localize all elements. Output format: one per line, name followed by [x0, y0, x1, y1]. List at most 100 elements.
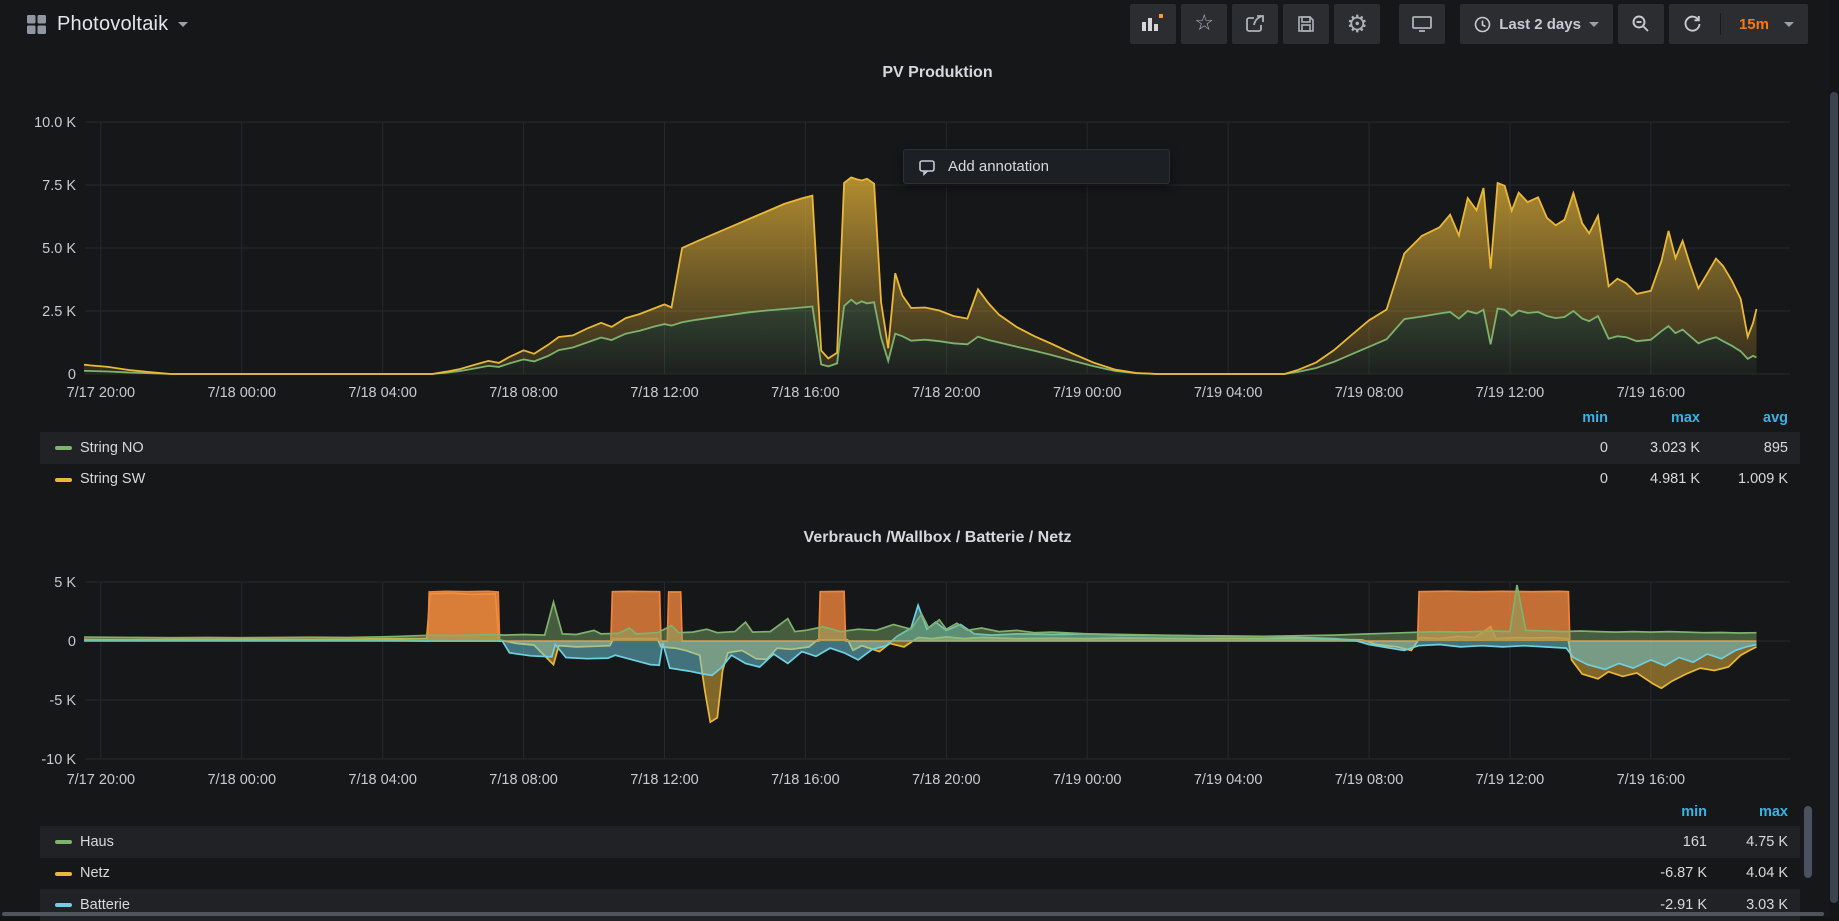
navbar-left: Photovoltaik	[0, 12, 189, 36]
area-string-sw	[84, 177, 1757, 374]
legend-value-max: 4.04 K	[1746, 865, 1788, 882]
series-color-marker[interactable]	[55, 477, 72, 482]
legend-col-max[interactable]: max	[1670, 410, 1700, 426]
zoom-out-button[interactable]	[1617, 4, 1664, 44]
navbar: Photovoltaik ☆	[0, 0, 1839, 48]
series-label[interactable]: Batterie	[80, 896, 130, 913]
add-annotation-menu-item[interactable]: Add annotation	[903, 149, 1170, 184]
legend-value-min: 0	[1599, 471, 1608, 488]
y-tick-label: 2.5 K	[42, 304, 76, 320]
time-range-picker[interactable]: Last 2 days	[1460, 4, 1613, 44]
legend-value-max: 4.981 K	[1650, 471, 1700, 488]
comment-bubble-icon	[919, 159, 935, 176]
x-tick-label: 7/18 00:00	[207, 772, 276, 788]
line-wallbox	[84, 590, 1757, 642]
add-panel-button[interactable]	[1130, 4, 1177, 44]
x-tick-label: 7/18 20:00	[912, 385, 981, 401]
line-haus	[84, 584, 1757, 639]
dashboard-title[interactable]: Photovoltaik	[57, 12, 169, 35]
dashboard-title-caret-icon[interactable]	[178, 21, 189, 27]
monitor-icon	[1412, 16, 1433, 32]
series-label[interactable]: Netz	[80, 865, 110, 882]
x-tick-label: 7/19 16:00	[1617, 772, 1686, 788]
x-tick-label: 7/18 04:00	[348, 385, 417, 401]
panel-title-verbrauch[interactable]: Verbrauch /Wallbox / Batterie / Netz	[803, 529, 1072, 546]
legend-value-min: 0	[1599, 439, 1608, 456]
legend-col-min[interactable]: min	[1582, 410, 1608, 426]
legend-value-avg: 895	[1763, 439, 1788, 456]
x-tick-label: 7/19 08:00	[1335, 772, 1404, 788]
series-color-marker[interactable]	[55, 871, 72, 876]
star-icon: ☆	[1194, 11, 1215, 36]
legend-value-max: 3.023 K	[1650, 439, 1700, 456]
x-tick-label: 7/19 00:00	[1053, 385, 1122, 401]
share-button[interactable]	[1232, 4, 1279, 44]
legend-row-netz: Netz -6.87 K 4.04 K	[40, 858, 1800, 890]
x-tick-label: 7/18 00:00	[207, 385, 276, 401]
x-tick-label: 7/18 08:00	[489, 385, 558, 401]
y-tick-label: 7.5 K	[42, 178, 76, 194]
pv-produktion-legend: min max avg String NO 0 3.023 K 895 String SW 0 4…	[40, 405, 1800, 495]
legend-value-min: 161	[1682, 833, 1707, 850]
x-tick-label: 7/18 08:00	[489, 772, 558, 788]
x-tick-label: 7/18 16:00	[771, 385, 840, 401]
time-range-label: Last 2 days	[1499, 15, 1581, 33]
legend-header: min max avg	[40, 405, 1800, 432]
refresh-interval-label[interactable]: 15m	[1738, 15, 1769, 33]
clock-icon	[1474, 16, 1491, 32]
series-label[interactable]: Haus	[80, 833, 114, 850]
dashboard-grid-icon	[27, 14, 46, 34]
series-color-marker[interactable]	[55, 446, 72, 450]
y-tick-label: 5 K	[54, 575, 76, 591]
x-tick-label: 7/18 16:00	[771, 772, 840, 788]
legend-value-avg: 1.009 K	[1738, 471, 1788, 488]
series-areas	[84, 176, 1758, 375]
star-button[interactable]: ☆	[1181, 4, 1228, 44]
save-button[interactable]	[1283, 4, 1330, 44]
panel-title-pv-produktion[interactable]: PV Produktion	[882, 64, 993, 81]
series-label[interactable]: String SW	[80, 471, 146, 488]
legend-scrollbar-thumb[interactable]	[1804, 806, 1812, 878]
series-label[interactable]: String NO	[80, 439, 144, 456]
line-string-sw	[84, 176, 1758, 375]
legend-col-min[interactable]: min	[1681, 804, 1707, 820]
tv-mode-button[interactable]	[1399, 4, 1446, 44]
line-string-no	[84, 298, 1757, 375]
legend-row-haus: Haus 161 4.75 K	[40, 826, 1800, 858]
refresh-interval-caret-icon	[1784, 21, 1794, 27]
x-tick-label: 7/19 04:00	[1194, 385, 1263, 401]
series-color-marker[interactable]	[55, 840, 72, 844]
x-tick-label: 7/17 20:00	[67, 772, 136, 788]
x-tick-label: 7/19 08:00	[1335, 385, 1404, 401]
horizontal-scrollbar-thumb[interactable]	[2, 912, 1824, 916]
x-tick-label: 7/19 16:00	[1617, 385, 1686, 401]
zoom-out-icon	[1632, 15, 1649, 32]
x-tick-label: 7/18 20:00	[912, 772, 981, 788]
y-tick-label: 0	[68, 367, 76, 383]
series-color-marker[interactable]	[55, 903, 72, 907]
refresh-icon	[1684, 15, 1701, 32]
page-scrollbar-thumb[interactable]	[1830, 92, 1838, 903]
y-tick-label: -5 K	[49, 693, 76, 709]
x-tick-label: 7/19 04:00	[1194, 772, 1263, 788]
x-tick-label: 7/18 12:00	[630, 772, 699, 788]
settings-button[interactable]: ⚙	[1334, 4, 1381, 44]
refresh-control[interactable]: 15m	[1668, 4, 1808, 44]
y-tick-label: 5.0 K	[42, 241, 76, 257]
legend-col-max[interactable]: max	[1758, 804, 1788, 820]
gear-icon: ⚙	[1346, 10, 1368, 38]
area-batterie	[84, 605, 1757, 676]
series-areas	[84, 584, 1757, 724]
legend-value-max: 3.03 K	[1746, 896, 1788, 913]
legend-value-min: -6.87 K	[1660, 865, 1707, 882]
navbar-right: ☆ ⚙	[1125, 4, 1839, 44]
legend-col-avg[interactable]: avg	[1763, 410, 1788, 426]
add-panel-icon	[1142, 14, 1164, 31]
legend-value-max: 4.75 K	[1746, 833, 1788, 850]
verbrauch-legend: min max Haus 161 4.75 K Netz -6.87 K 4.04 K Batt…	[40, 799, 1800, 921]
axis-labels: 10.0 K 7.5 K 5.0 K 2.5 K 0 7/17 20:00 7/18 00:…	[34, 115, 1685, 401]
legend-header: min max	[40, 799, 1800, 826]
